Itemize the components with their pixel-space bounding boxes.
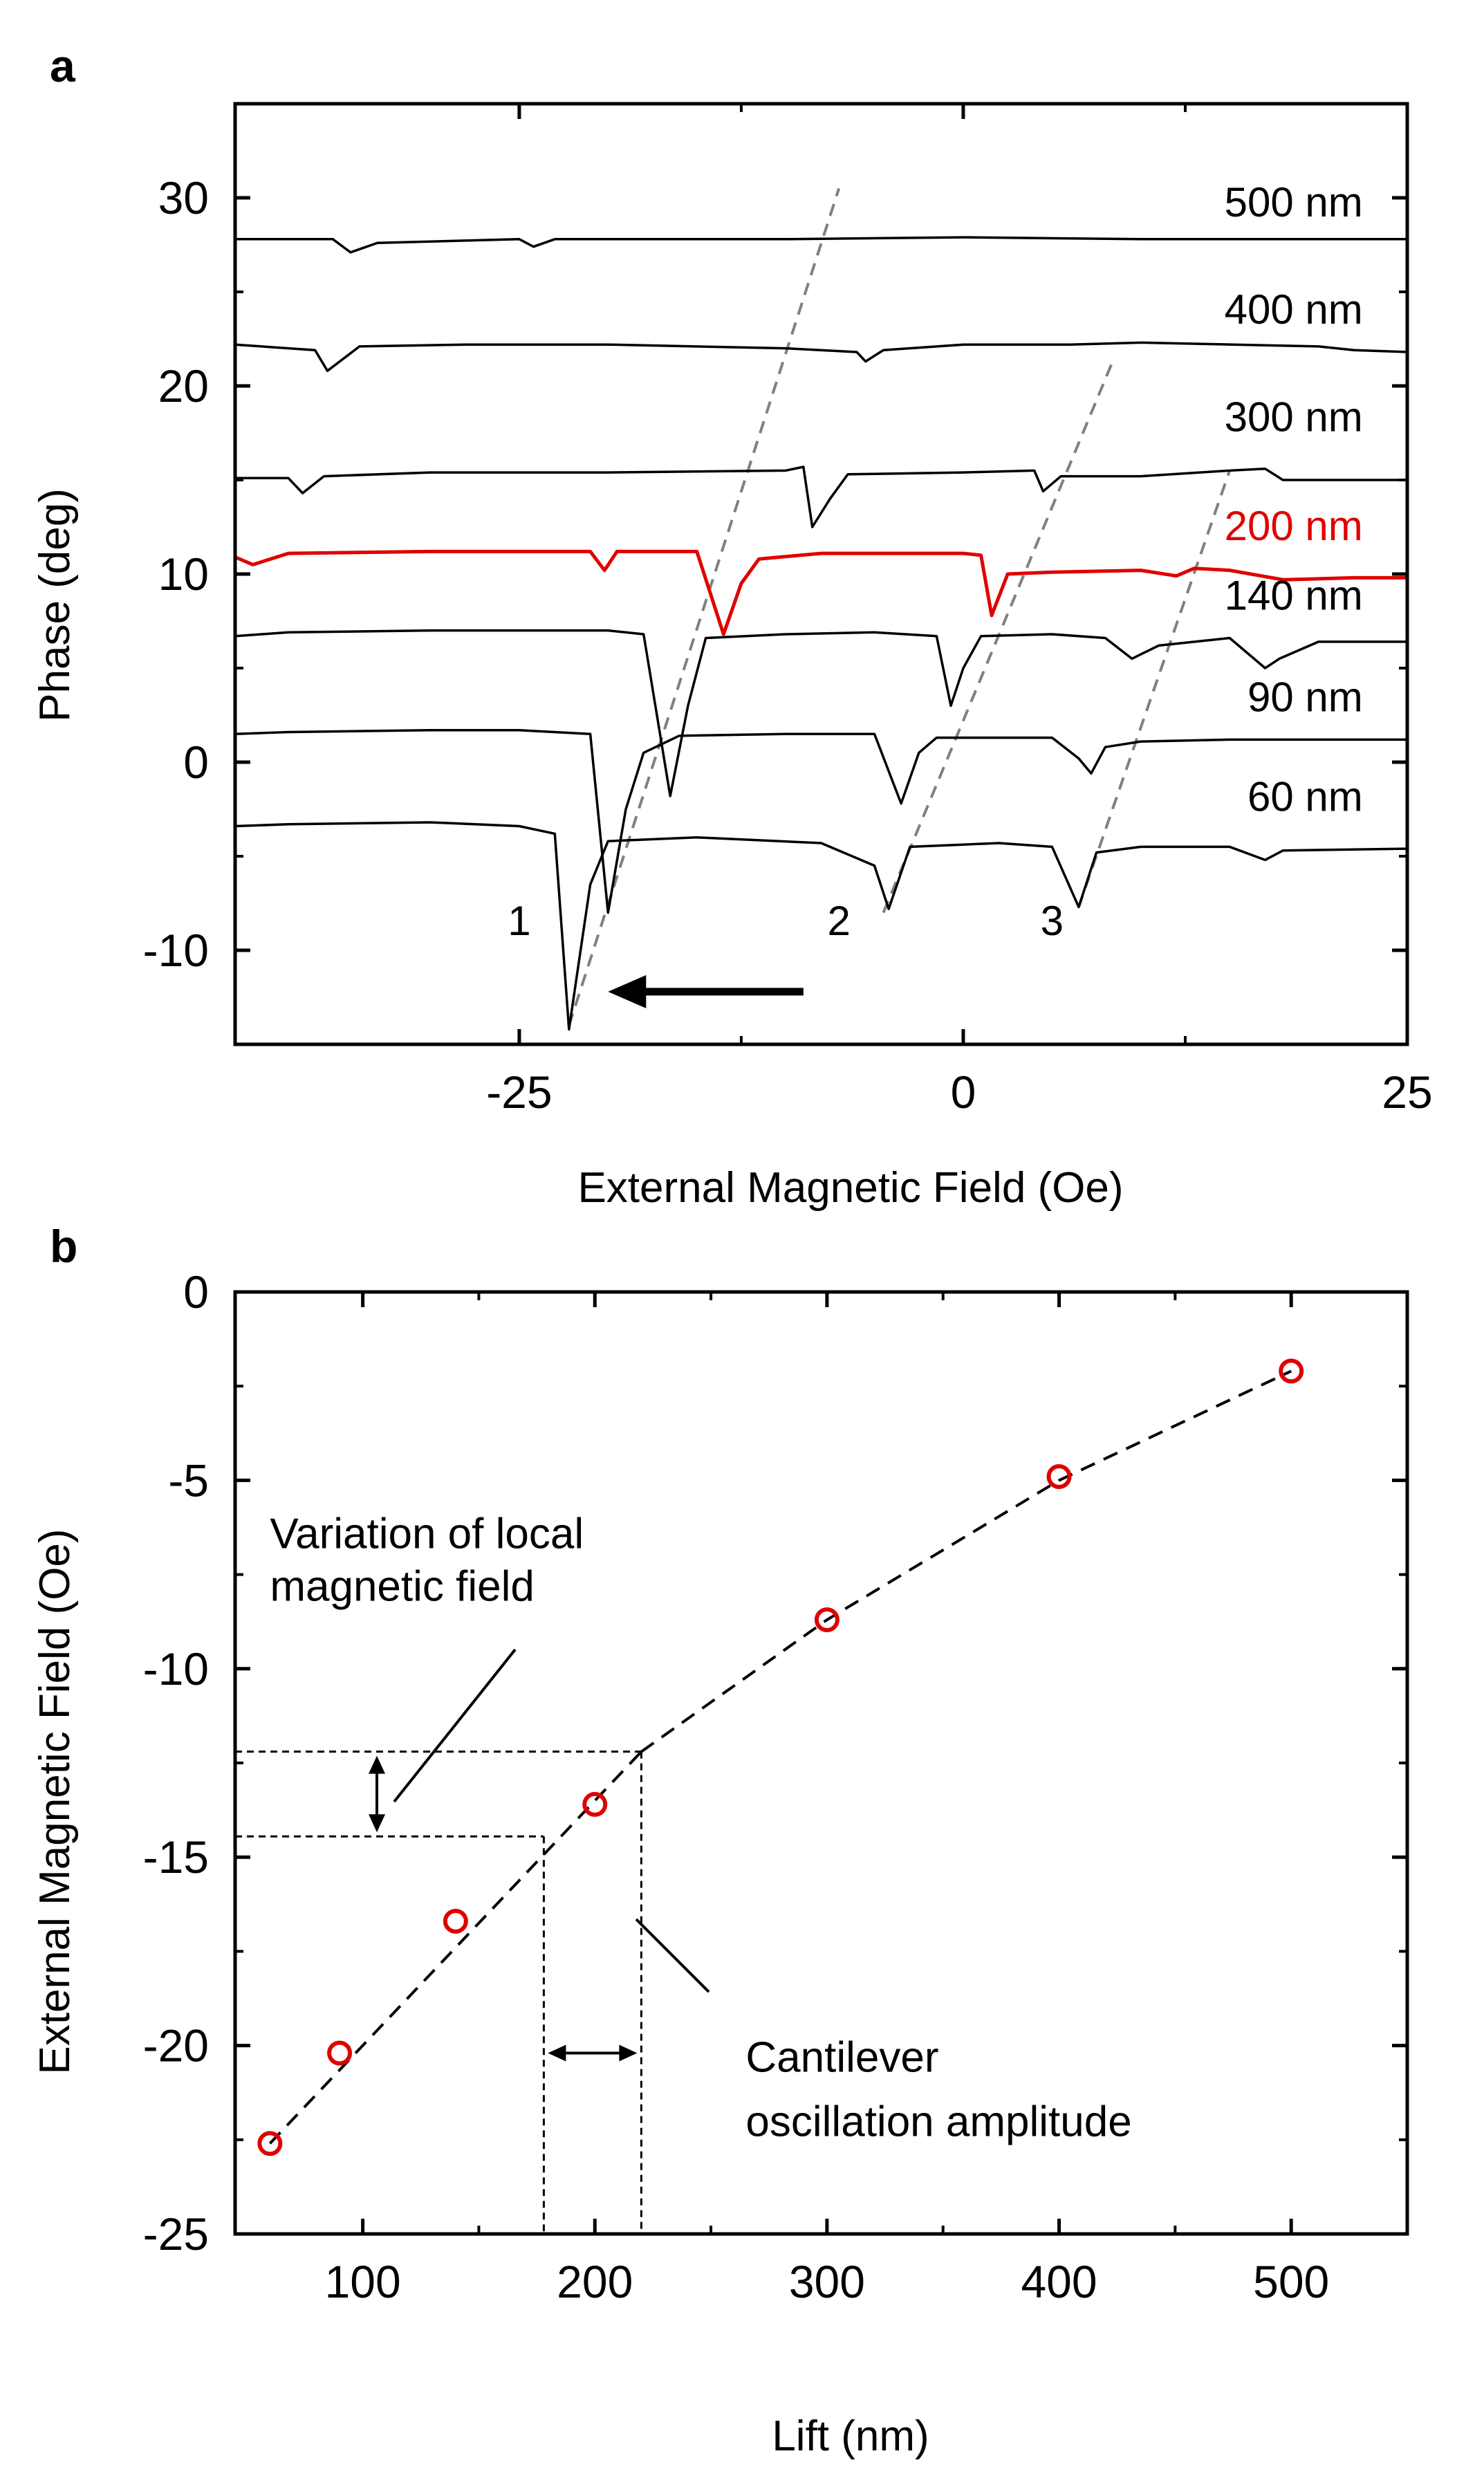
panel-b-annotation-arrows [369, 1648, 710, 2062]
panel-b-annotations: Variation of local magnetic field Cantilev… [270, 1510, 1131, 2145]
panel-b-y-axis-label: External Magnetic Field (Oe) [31, 1528, 79, 2074]
panel-a-series-labels: 500 nm 400 nm 300 nm 200 nm 140 nm 90 nm 60 nm [1225, 179, 1363, 820]
series-line-500-nm [235, 236, 1407, 254]
series-label: 140 nm [1225, 573, 1363, 619]
panel-a-y-tick-label: -10 [143, 925, 209, 976]
fit-line [640, 1369, 1292, 1753]
panel-b: Variation of local magnetic field Cantilev… [31, 1266, 1409, 2460]
leader-line-cantilever [635, 1918, 710, 1993]
data-point-90nm [327, 2040, 353, 2066]
panel-b-y-tick-label: 0 [183, 1266, 209, 1318]
series-label: 90 nm [1248, 674, 1363, 721]
panel-a-series [234, 236, 1408, 1031]
annotation-text: Cantilever [745, 2034, 938, 2082]
panel-b-x-tick-label: 100 [325, 2256, 401, 2307]
panel-b-fit-lines [268, 1369, 1292, 2145]
data-point-60nm [257, 2131, 283, 2156]
panel-a-arrow [608, 974, 804, 1008]
series-label: 300 nm [1225, 394, 1363, 440]
leader-line-variation [393, 1648, 517, 1803]
annotation-text: magnetic field [270, 1563, 535, 1611]
series-line-140-nm [234, 629, 1407, 797]
panel-b-x-axis-label: Lift (nm) [772, 2412, 929, 2460]
panel-a-x-tick-label: -25 [486, 1066, 552, 1118]
series-line-200-nm [234, 549, 1407, 636]
series-line-300-nm [235, 465, 1407, 528]
panel-b-y-tick-label: -5 [168, 1454, 209, 1506]
panel-a-x-axis-label: External Magnetic Field (Oe) [577, 1164, 1123, 1212]
panel-a-annotations: 1 2 3 [508, 898, 1064, 944]
panel-b-y-tick-label: -20 [143, 2020, 209, 2071]
series-line-90-nm [234, 729, 1407, 914]
series-line-60-nm [234, 821, 1408, 1031]
data-point-140nm [443, 1908, 468, 1934]
data-point-300nm [814, 1607, 840, 1632]
arrow-head [608, 974, 647, 1008]
panel-a-y-tick-label: 10 [158, 548, 209, 600]
panel-a-x-tick-label: 0 [951, 1066, 976, 1118]
guide-line [1077, 470, 1232, 908]
panel-b-x-tick-label: 200 [557, 2256, 633, 2307]
panel-a-x-tick-label: 25 [1382, 1066, 1432, 1118]
data-point-200nm [582, 1791, 608, 1817]
panel-a-guide-lines [567, 187, 1232, 1026]
panel-a-y-tick-label: 30 [158, 172, 209, 223]
dip-annotation: 3 [1041, 898, 1064, 944]
series-label: 400 nm [1225, 286, 1363, 333]
panel-b-x-tick-label: 400 [1021, 2256, 1097, 2307]
guide-line [567, 187, 841, 1026]
panel-b-markers [257, 1358, 1304, 2156]
series-label: 200 nm [1225, 503, 1363, 549]
dip-annotation: 2 [827, 898, 850, 944]
panel-b-y-tick-label: -25 [143, 2208, 209, 2260]
panel-b-y-tick-label: -10 [143, 1643, 209, 1694]
panel-a-y-tick-label: 20 [158, 360, 209, 412]
panel-b-x-tick-label: 500 [1253, 2256, 1329, 2307]
panel-b-x-tick-label: 300 [789, 2256, 865, 2307]
panel-a-y-axis-label: Phase (deg) [31, 488, 79, 722]
series-line-400-nm [234, 341, 1408, 372]
panel-b-axes: 100 200 300 400 500 -25 -20 -15 -10 -5 0 [143, 1266, 1409, 2307]
series-label: 60 nm [1248, 774, 1363, 820]
data-point-500nm [1279, 1358, 1304, 1384]
annotation-text: oscillation amplitude [745, 2098, 1131, 2145]
arrow-head-down [369, 1814, 385, 1833]
panel-a: 500 nm 400 nm 300 nm 200 nm 140 nm 90 nm 60 nm… [31, 102, 1433, 1212]
arrow-head-left [548, 2044, 566, 2062]
panel-a-letter: a [50, 40, 76, 91]
arrow-head-right [619, 2044, 638, 2062]
panel-b-y-tick-label: -15 [143, 1831, 209, 1883]
panel-a-axes: -25 0 25 -10 0 10 20 30 [143, 102, 1433, 1118]
arrow-head-up [369, 1755, 385, 1774]
data-point-400nm [1046, 1463, 1072, 1489]
panel-b-plot-frame [233, 1290, 1409, 2236]
dip-annotation: 1 [508, 898, 530, 944]
panel-a-y-tick-label: 0 [183, 737, 209, 788]
annotation-text: Variation of local [270, 1510, 584, 1558]
panel-b-guide-lines [235, 1750, 642, 2234]
fit-line [268, 1750, 642, 2145]
panel-b-letter: b [50, 1221, 77, 1272]
series-label: 500 nm [1225, 179, 1363, 225]
